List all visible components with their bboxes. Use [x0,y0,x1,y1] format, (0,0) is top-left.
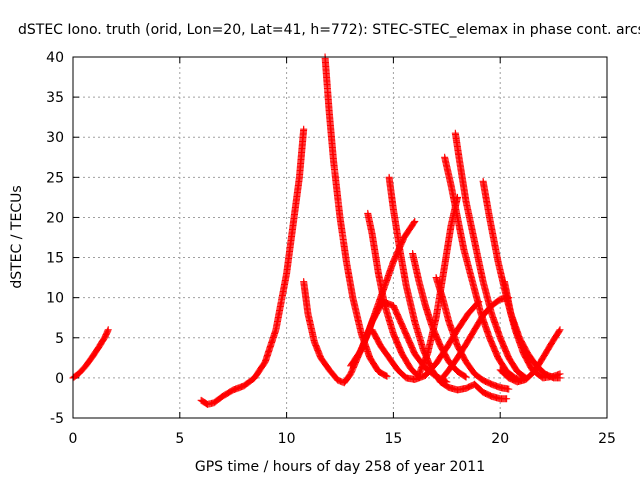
series-arc [451,129,530,382]
y-tick-label: 20 [46,210,64,226]
data-point [104,326,112,334]
series-arc [496,326,564,386]
data-point [556,326,564,334]
series-arc [385,173,511,403]
plot-frame [72,56,608,419]
data-point [462,373,470,381]
series-arc [409,250,470,381]
x-axis-label: GPS time / hours of day 258 of year 2011 [195,459,485,475]
data-markers [69,53,564,408]
y-axis-label: dSTEC / TECUs [9,185,25,288]
y-tick-label: 40 [46,50,64,66]
y-tick-label: -5 [50,411,64,427]
x-tick-label: 5 [175,431,184,447]
series-arc [441,153,526,384]
axis-ticks: 0 5 10 15 20 25 -5 0 5 10 15 20 25 30 35 40 [46,50,616,447]
data-point [555,327,563,335]
x-tick-label: 0 [69,431,78,447]
y-tick-label: 5 [55,331,64,347]
y-tick-label: 10 [46,291,64,307]
data-point [503,395,511,403]
x-tick-label: 25 [598,431,616,447]
data-point [383,372,391,380]
data-point [410,219,418,227]
series-arc [197,125,308,408]
chart-title: dSTEC Iono. truth (orid, Lon=20, Lat=41,… [18,22,640,38]
y-tick-label: 0 [55,371,64,387]
data-point [556,374,564,382]
series-arc [500,278,564,382]
y-tick-label: 15 [46,251,64,267]
data-point [300,125,308,133]
data-point [505,385,513,393]
y-tick-label: 30 [46,130,64,146]
data-point [382,372,390,380]
series-arc [69,326,112,382]
y-tick-label: 25 [46,170,64,186]
series-arc [321,53,391,380]
y-tick-label: 35 [46,90,64,106]
x-tick-label: 15 [384,431,402,447]
data-point [411,217,419,225]
data-point [461,372,469,380]
x-tick-label: 20 [491,431,509,447]
x-tick-label: 10 [278,431,296,447]
